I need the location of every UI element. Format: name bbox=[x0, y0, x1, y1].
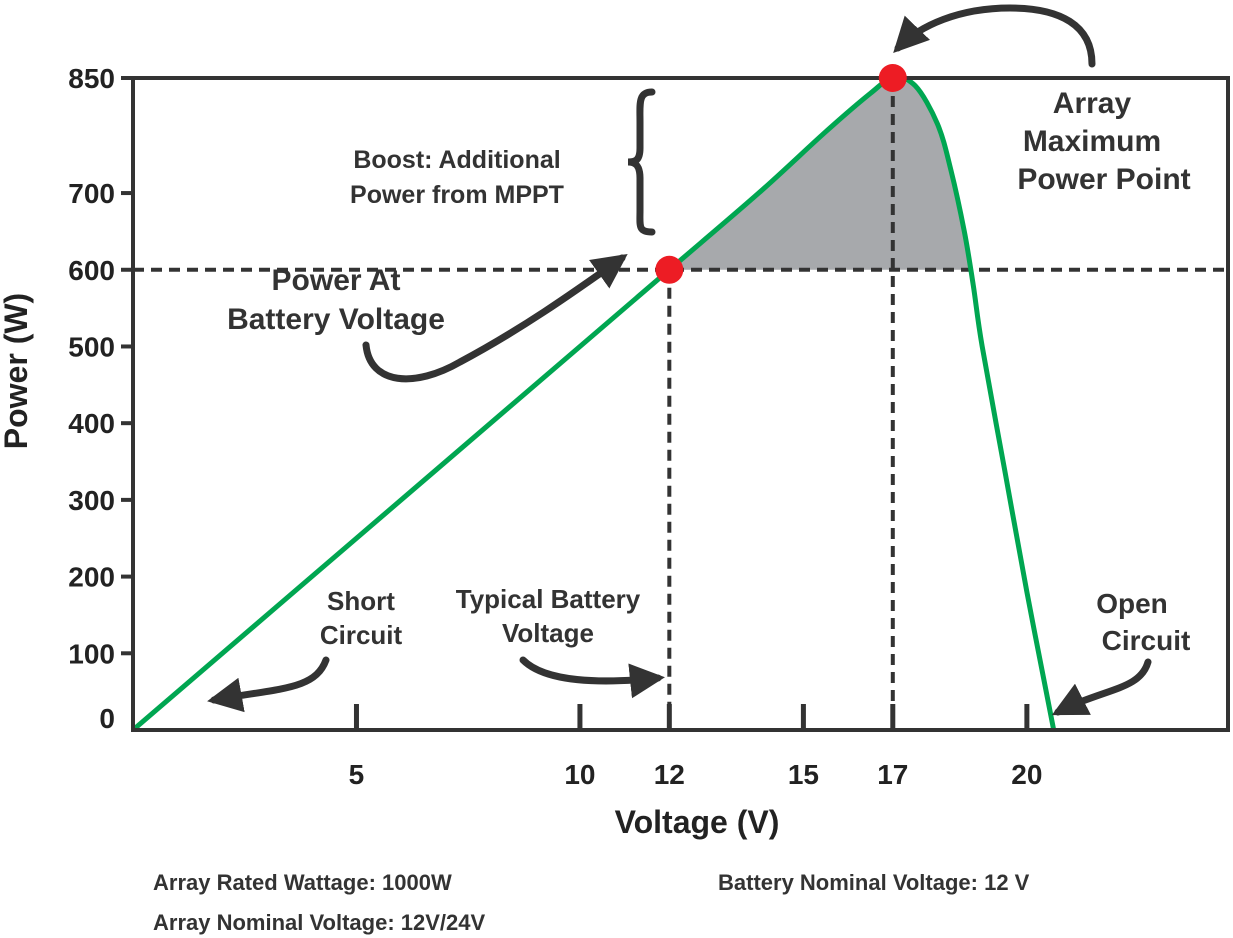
x-tick-label-12: 12 bbox=[654, 759, 685, 790]
typical-battery-arrow-icon bbox=[519, 656, 665, 699]
open-circuit-annotation: Open Circuit bbox=[1051, 588, 1191, 716]
short-circuit-arrow-icon bbox=[207, 656, 330, 713]
array-max-annotation: Array Maximum Power Point bbox=[893, 4, 1191, 196]
boost-shaded-region bbox=[669, 78, 971, 270]
power-at-battery-arrow-icon bbox=[362, 253, 628, 383]
y-tick-label-300: 300 bbox=[68, 485, 115, 516]
array-max-label-line1: Array bbox=[1053, 87, 1132, 120]
short-circuit-annotation: Short Circuit bbox=[207, 586, 403, 713]
short-circuit-label-line1: Short bbox=[327, 586, 395, 616]
power-at-battery-label-line2: Battery Voltage bbox=[227, 303, 445, 336]
typical-battery-annotation: Typical Battery Voltage bbox=[456, 584, 665, 699]
y-tick-label-0: 0 bbox=[99, 703, 115, 734]
typical-battery-label-line2: Voltage bbox=[502, 618, 594, 648]
array-max-arrow-icon bbox=[893, 4, 1096, 68]
max-power-point bbox=[878, 64, 907, 92]
typical-battery-label-line1: Typical Battery bbox=[456, 584, 641, 614]
power-curve-line bbox=[131, 75, 1057, 732]
open-circuit-label-line2: Circuit bbox=[1102, 625, 1191, 656]
boost-annotation: Boost: Additional Power from MPPT bbox=[350, 88, 656, 236]
footer-rated-wattage: Array Rated Wattage: 1000W bbox=[153, 870, 452, 895]
array-max-label-line2: Maximum bbox=[1023, 125, 1161, 158]
y-axis-title: Power (W) bbox=[0, 293, 34, 449]
power-at-battery-annotation: Power At Battery Voltage bbox=[227, 253, 628, 383]
y-tick-label-400: 400 bbox=[68, 408, 115, 439]
short-circuit-label-line2: Circuit bbox=[320, 620, 403, 650]
battery-voltage-point bbox=[655, 255, 684, 284]
array-max-label-line3: Power Point bbox=[1017, 163, 1190, 196]
x-axis-title: Voltage (V) bbox=[615, 804, 780, 840]
power-at-battery-label-line1: Power At bbox=[272, 264, 401, 297]
open-circuit-arrow-icon bbox=[1051, 658, 1152, 716]
y-tick-label-850: 850 bbox=[68, 63, 115, 94]
x-tick-label-17: 17 bbox=[877, 759, 908, 790]
y-tick-label-200: 200 bbox=[68, 562, 115, 593]
footer-battery-nominal-voltage: Battery Nominal Voltage: 12 V bbox=[718, 870, 1030, 895]
plot-frame bbox=[131, 76, 1230, 732]
x-tick-label-5: 5 bbox=[349, 759, 365, 790]
boost-label-line1: Boost: Additional bbox=[353, 146, 560, 174]
x-tick-label-10: 10 bbox=[564, 759, 595, 790]
y-tick-label-100: 100 bbox=[68, 638, 115, 669]
open-circuit-label-line1: Open bbox=[1096, 588, 1168, 619]
footer-array-nominal-voltage: Array Nominal Voltage: 12V/24V bbox=[153, 910, 486, 935]
x-tick-label-20: 20 bbox=[1011, 759, 1042, 790]
x-tick-label-15: 15 bbox=[788, 759, 819, 790]
boost-brace-icon bbox=[627, 88, 656, 236]
y-tick-label-700: 700 bbox=[68, 178, 115, 209]
y-tick-label-600: 600 bbox=[68, 255, 115, 286]
boost-label-line2: Power from MPPT bbox=[350, 181, 564, 209]
y-tick-label-500: 500 bbox=[68, 331, 115, 362]
